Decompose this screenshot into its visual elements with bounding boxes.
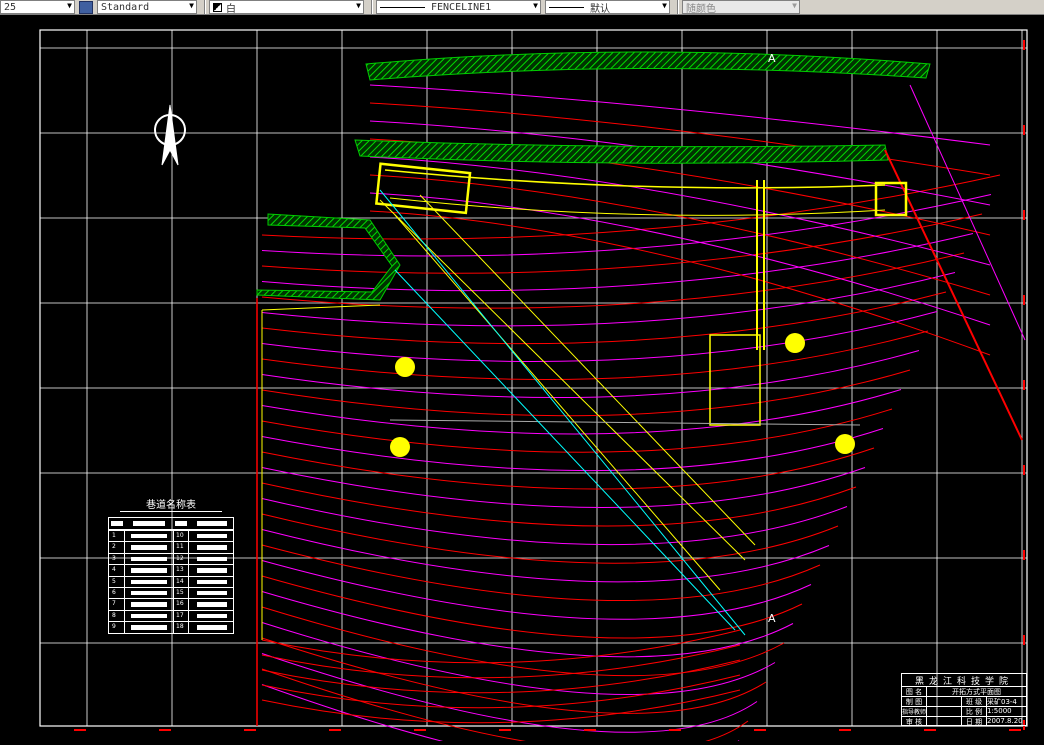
north-arrow <box>154 104 186 166</box>
contour-line <box>261 629 741 664</box>
contour-line <box>261 428 884 472</box>
contour-lines <box>261 84 1001 745</box>
contour-line <box>369 84 991 146</box>
contour-line <box>261 330 929 380</box>
roadway-name-table: 巷道名称表 1 10 2 11 3 12 4 13 5 14 6 15 7 16 8 17 9 18 <box>108 496 234 634</box>
contour-line <box>261 659 741 694</box>
plot-style-dropdown: 随颜色 ▼ <box>682 0 800 15</box>
contour-line <box>261 575 803 639</box>
contour-line <box>261 606 785 677</box>
contour-line <box>261 233 974 292</box>
contour-line <box>369 102 991 176</box>
contour-line <box>261 689 741 724</box>
table-row: 7 16 <box>109 598 233 610</box>
hatched-boundary-left <box>256 213 401 301</box>
contour-line <box>369 210 991 356</box>
hatched-boundary-mid <box>354 139 889 164</box>
chevron-down-icon[interactable]: ▼ <box>356 1 361 10</box>
linetype-preview-icon <box>380 6 425 8</box>
chevron-down-icon[interactable]: ▼ <box>533 1 538 10</box>
table-row: 2 11 <box>109 541 233 553</box>
contour-line <box>261 560 812 620</box>
chevron-down-icon[interactable]: ▼ <box>67 1 72 10</box>
drawing-border <box>39 29 1028 727</box>
contour-line <box>261 311 938 362</box>
school-name: 黑龙江科技学院 <box>902 674 1026 687</box>
dim-scale-dropdown[interactable]: 25 ▼ <box>0 0 75 14</box>
cyan-roadways <box>379 189 746 636</box>
table-row: 4 13 <box>109 564 233 576</box>
table-row: 5 14 <box>109 575 233 587</box>
contour-line <box>261 684 740 745</box>
contour-line <box>261 622 776 695</box>
table-row: 6 15 <box>109 586 233 599</box>
hatched-boundary-top <box>365 51 931 81</box>
contour-line <box>261 482 857 527</box>
color-dropdown[interactable]: 白 ▼ <box>209 0 364 15</box>
contour-line <box>261 644 741 679</box>
linetype-dropdown[interactable]: FENCELINE1 ▼ <box>376 0 541 14</box>
contour-line <box>261 350 920 399</box>
contour-line <box>261 529 830 583</box>
contour-line <box>261 252 965 309</box>
contour-line <box>261 513 839 564</box>
contour-line <box>369 192 991 326</box>
table-row: 1 10 <box>109 530 233 542</box>
toolbar-separator <box>204 0 206 14</box>
coordinate-ticks <box>74 40 1025 731</box>
contour-line <box>261 674 741 709</box>
contour-line <box>369 156 991 266</box>
table-row: 9 18 <box>109 621 233 633</box>
contour-line <box>261 213 983 274</box>
lineweight-preview-icon <box>549 6 584 8</box>
table-title: 巷道名称表 <box>120 496 222 512</box>
table-row: 3 12 <box>109 552 233 565</box>
contour-line <box>261 272 956 327</box>
table-row: 8 17 <box>109 609 233 622</box>
boundary-right <box>884 149 1023 441</box>
toolbar-separator <box>677 0 679 14</box>
contour-line <box>261 467 866 508</box>
coordinate-grid <box>40 30 1027 726</box>
boundary-right-magenta <box>909 84 1026 341</box>
contour-line <box>261 653 758 733</box>
section-mark-a-bottom: A <box>768 612 776 625</box>
text-style-dropdown[interactable]: Standard ▼ <box>97 0 197 14</box>
contour-line <box>261 389 902 435</box>
text-style-icon[interactable] <box>79 0 93 14</box>
drawing-canvas[interactable]: A A 巷道名称表 1 10 2 11 3 12 4 13 5 14 6 15 7 16 8 17 9 18 黑龙… <box>0 16 1044 745</box>
contour-line <box>261 174 1001 240</box>
chevron-down-icon[interactable]: ▼ <box>189 1 194 10</box>
contour-line <box>261 637 767 714</box>
chevron-down-icon: ▼ <box>792 1 797 10</box>
contour-line <box>261 291 947 345</box>
main-roadways <box>261 162 908 640</box>
contour-line <box>261 544 821 602</box>
section-mark-a-top: A <box>768 52 776 65</box>
contour-line <box>261 408 893 453</box>
toolbar-separator <box>371 0 373 14</box>
contour-line <box>261 591 794 658</box>
properties-toolbar: 25 ▼ Standard ▼ 白 ▼ FENCELINE1 ▼ 默认 ▼ 随颜色 ▼ <box>0 0 1044 15</box>
shaft-symbols <box>390 333 855 457</box>
contour-line <box>261 369 911 417</box>
lineweight-dropdown[interactable]: 默认 ▼ <box>545 0 670 15</box>
contour-line <box>261 447 875 490</box>
cad-drawing[interactable] <box>0 16 1044 745</box>
contour-line <box>261 498 848 546</box>
chevron-down-icon[interactable]: ▼ <box>662 1 667 10</box>
color-swatch-icon <box>213 2 222 12</box>
contour-line <box>369 174 991 296</box>
